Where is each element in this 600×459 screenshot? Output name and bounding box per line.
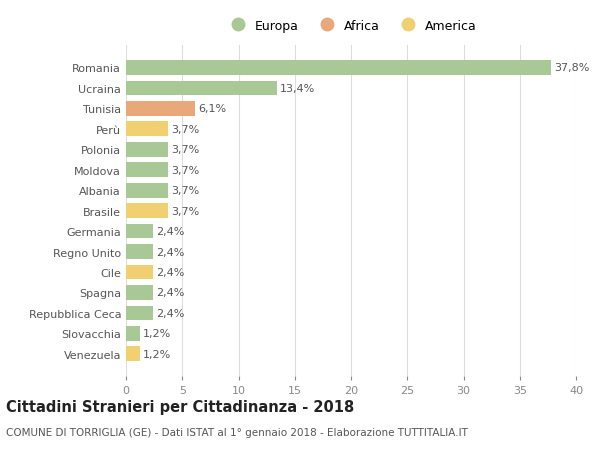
- Bar: [126, 306, 153, 320]
- Bar: [126, 163, 167, 178]
- Text: Cittadini Stranieri per Cittadinanza - 2018: Cittadini Stranieri per Cittadinanza - 2…: [6, 399, 354, 414]
- Text: 13,4%: 13,4%: [280, 84, 316, 94]
- Text: COMUNE DI TORRIGLIA (GE) - Dati ISTAT al 1° gennaio 2018 - Elaborazione TUTTITAL: COMUNE DI TORRIGLIA (GE) - Dati ISTAT al…: [6, 427, 468, 437]
- Text: 1,2%: 1,2%: [143, 349, 171, 359]
- Text: 6,1%: 6,1%: [198, 104, 226, 114]
- Bar: [126, 81, 277, 96]
- Text: 2,4%: 2,4%: [157, 288, 185, 298]
- Text: 2,4%: 2,4%: [157, 227, 185, 236]
- Bar: [126, 265, 153, 280]
- Legend: Europa, Africa, America: Europa, Africa, America: [221, 16, 481, 36]
- Text: 2,4%: 2,4%: [157, 308, 185, 318]
- Text: 2,4%: 2,4%: [157, 247, 185, 257]
- Bar: [126, 122, 167, 137]
- Text: 3,7%: 3,7%: [171, 206, 199, 216]
- Bar: [126, 326, 139, 341]
- Text: 1,2%: 1,2%: [143, 329, 171, 339]
- Bar: [126, 204, 167, 218]
- Bar: [126, 285, 153, 300]
- Bar: [126, 184, 167, 198]
- Text: 3,7%: 3,7%: [171, 124, 199, 134]
- Bar: [126, 245, 153, 259]
- Bar: [126, 61, 551, 76]
- Bar: [126, 143, 167, 157]
- Bar: [126, 224, 153, 239]
- Text: 2,4%: 2,4%: [157, 268, 185, 277]
- Bar: [126, 102, 194, 117]
- Text: 3,7%: 3,7%: [171, 145, 199, 155]
- Text: 3,7%: 3,7%: [171, 186, 199, 196]
- Text: 37,8%: 37,8%: [554, 63, 590, 73]
- Bar: [126, 347, 139, 361]
- Text: 3,7%: 3,7%: [171, 165, 199, 175]
